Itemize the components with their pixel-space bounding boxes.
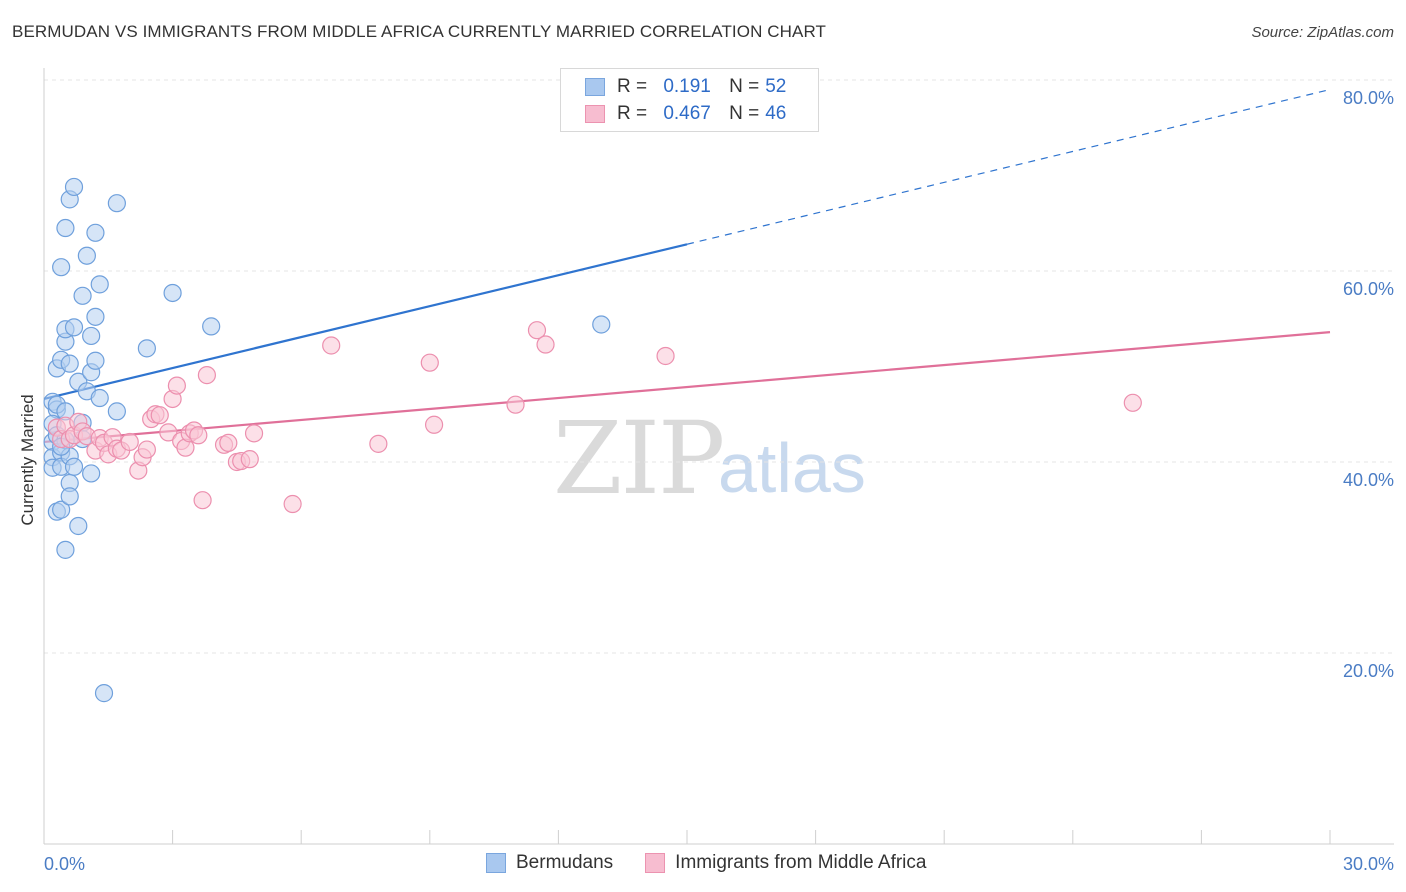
bermudan-point	[73, 286, 92, 305]
trend-lines	[43, 88, 1331, 444]
y-tick-label: 20.0%	[1343, 661, 1394, 681]
series-label: Immigrants from Middle Africa	[675, 852, 927, 873]
bermudan-point	[56, 540, 75, 559]
bermudan-point	[86, 351, 105, 370]
bermudan-point	[82, 464, 101, 483]
series-legend: Bermudans Immigrants from Middle Africa	[486, 852, 958, 874]
y-tick-label: 60.0%	[1343, 279, 1394, 299]
legend-r-label: R =	[617, 76, 648, 97]
bermudan-point	[60, 487, 79, 506]
immigrant-point	[283, 494, 302, 514]
legend-row-bermudans: R = 0.191 N = 52	[585, 74, 786, 100]
immigrant-point	[244, 424, 264, 443]
bermudan-point	[107, 194, 126, 213]
legend-r-value: 0.191	[663, 76, 711, 97]
bermudan-point	[52, 258, 71, 277]
bermudan-point	[64, 177, 84, 197]
correlation-legend: R = 0.191 N = 52 R = 0.467 N = 46	[560, 68, 819, 132]
series-swatch-blue	[486, 853, 506, 873]
source-label: Source: ZipAtlas.com	[1251, 24, 1394, 41]
immigrant-point	[189, 426, 208, 445]
series-legend-immigrants: Immigrants from Middle Africa	[645, 852, 926, 874]
legend-n-label: N =	[729, 76, 760, 97]
immigrant-point	[193, 491, 212, 510]
bermudan-point	[77, 246, 96, 265]
bermudan-point	[94, 684, 114, 703]
immigrant-point	[240, 450, 259, 469]
bermudan-point	[60, 354, 79, 373]
gridlines	[44, 79, 1394, 654]
bermudan-point	[64, 318, 84, 337]
bermudan-trend-extension	[686, 88, 1331, 245]
immigrant-point	[137, 440, 156, 459]
immigrant-point	[197, 365, 216, 385]
series-legend-bermudans: Bermudans	[486, 852, 613, 874]
immigrant-point	[527, 321, 547, 340]
bermudan-point	[52, 500, 71, 519]
legend-n-value: 52	[765, 76, 787, 97]
bermudan-trend-line	[43, 243, 688, 401]
bermudan-point	[64, 457, 84, 476]
bermudan-point	[86, 223, 105, 242]
immigrant-point	[656, 346, 675, 366]
legend-row-immigrants: R = 0.467 N = 46	[585, 101, 786, 127]
immigrant-point	[424, 415, 444, 434]
y-tick-label: 80.0%	[1343, 88, 1394, 108]
legend-swatch-blue	[585, 78, 605, 96]
legend-n-value: 46	[765, 103, 787, 124]
chart-title: BERMUDAN VS IMMIGRANTS FROM MIDDLE AFRIC…	[12, 22, 827, 41]
immigrant-point	[120, 432, 139, 452]
legend-n-label: N =	[729, 103, 760, 124]
immigrant-point	[536, 335, 555, 354]
bermudan-point	[82, 326, 101, 346]
bermudan-point	[86, 307, 105, 326]
y-axis-label: Currently Married	[18, 394, 37, 525]
immigrant-point	[1123, 393, 1142, 412]
x-tick-label: 30.0%	[1343, 854, 1394, 874]
watermark-zip: ZIP	[553, 400, 725, 517]
bermudan-point	[90, 388, 109, 408]
x-tick-label: 0.0%	[44, 854, 85, 874]
immigrant-point	[322, 336, 341, 355]
bermudan-point	[107, 402, 126, 421]
immigrant-point	[167, 376, 186, 395]
y-tick-label: 40.0%	[1343, 470, 1394, 490]
immigrant-point	[150, 406, 169, 425]
watermark-atlas: atlas	[718, 429, 866, 507]
legend-r-label: R =	[617, 103, 648, 124]
tick-labels: 20.0% 40.0% 60.0% 80.0% 0.0% 30.0% Currently M…	[18, 88, 1394, 874]
legend-swatch-pink	[585, 105, 605, 123]
immigrant-trend-line	[43, 331, 1331, 444]
immigrant-point	[420, 353, 439, 372]
bermudan-point	[592, 315, 611, 334]
data-points	[43, 177, 1142, 703]
bermudan-point	[69, 516, 88, 536]
immigrant-point	[159, 423, 178, 442]
immigrant-point	[369, 434, 388, 453]
bermudan-point	[56, 218, 75, 238]
immigrant-point	[506, 395, 525, 414]
series-label: Bermudans	[516, 852, 614, 873]
immigrant-point	[219, 433, 238, 452]
bermudan-point	[163, 283, 182, 303]
bermudan-point	[137, 339, 156, 358]
legend-r-value: 0.467	[663, 103, 711, 124]
bermudan-point	[90, 275, 109, 294]
series-swatch-pink	[645, 853, 666, 873]
bermudan-point	[202, 317, 221, 336]
